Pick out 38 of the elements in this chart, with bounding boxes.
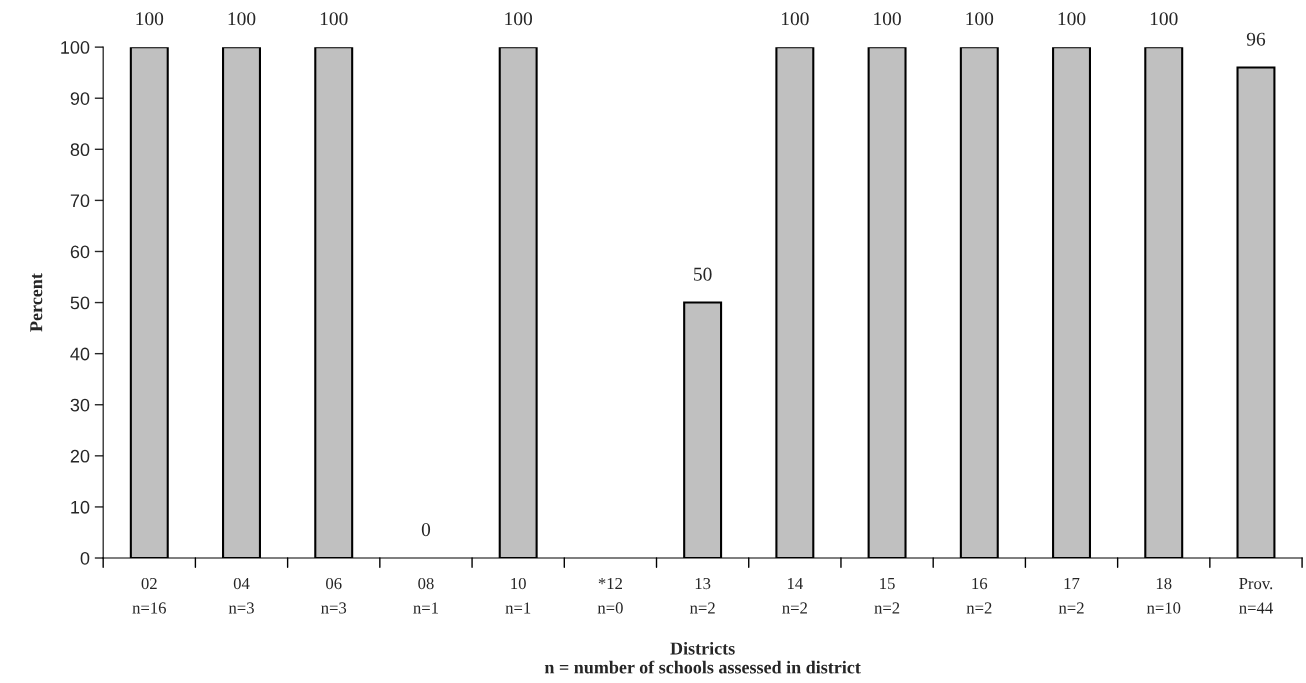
data-label: 100 [136,12,164,26]
x-tick-label: 10 n=1 [505,577,531,614]
y-tick-label: 60 [70,245,90,259]
data-label: 0 [421,523,431,537]
data-label: 50 [694,267,712,281]
x-tick-label: 13 n=2 [689,577,715,614]
y-tick-label: 20 [70,449,90,463]
x-tick-label: *12 n=0 [597,577,623,614]
x-axis-title: Districts n = number of schools assessed in district [544,641,861,674]
data-label: 100 [781,12,809,26]
y-tick-label: 10 [71,500,90,514]
y-tick-label: 70 [70,194,90,208]
y-tick-label: 0 [80,551,90,565]
y-axis-title: Percent [30,273,43,332]
x-tick-label: 06 n=3 [321,577,347,614]
x-tick-label: Prov. n=44 [1239,578,1273,614]
data-label: 100 [874,12,901,26]
x-tick-label: 18 n=10 [1146,577,1181,614]
y-tick-label: 100 [61,41,90,54]
y-tick-label: 80 [70,143,90,157]
data-label: 100 [1058,12,1086,26]
y-tick-label: 40 [70,347,90,361]
x-tick-label: 15 n=2 [874,578,900,614]
y-tick-label: 50 [70,296,90,310]
y-tick-label: 30 [70,398,90,412]
data-label: 100 [228,12,256,26]
x-tick-label: 02 n=16 [132,577,166,614]
data-label: 100 [505,12,533,26]
x-tick-label: 16 n=2 [966,577,992,614]
data-label: 100 [1150,12,1178,26]
data-label: 96 [1246,32,1266,46]
y-tick-label: 90 [70,92,90,105]
data-label: 100 [966,12,994,26]
x-tick-label: 14 n=2 [782,578,807,614]
x-tick-label: 17 n=2 [1058,578,1084,614]
x-tick-label: 04 n=3 [228,577,254,614]
data-label: 100 [320,12,348,26]
x-tick-label: 08 n=1 [413,577,438,614]
